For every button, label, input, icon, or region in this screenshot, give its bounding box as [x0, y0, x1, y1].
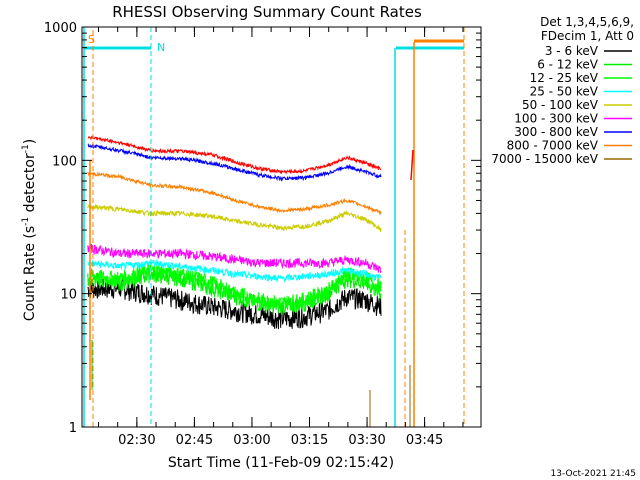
legend-entry-label: 25 - 50 keV	[530, 85, 599, 99]
legend-entry-label: 7000 - 15000 keV	[491, 152, 598, 166]
x-tick-label: 03:45	[406, 433, 443, 448]
legend-entry-label: 12 - 25 keV	[530, 71, 599, 85]
legend-entry-label: 800 - 7000 keV	[507, 139, 599, 153]
legend-header-line1: Det 1,3,4,5,6,9,	[540, 15, 634, 29]
axes: 1 10 100 1000 02:30 02:45 03:00 03:15 03:30 03:45	[44, 21, 481, 448]
legend-entry-label: 50 - 100 keV	[522, 98, 599, 112]
series-trace-series-6	[87, 143, 382, 182]
x-axis-label: Start Time (11-Feb-09 02:15:42)	[168, 455, 394, 471]
series-trace-series-5	[87, 243, 382, 273]
red-rise	[410, 149, 414, 181]
footer-timestamp: 13-Oct-2021 21:45	[551, 469, 636, 479]
attenuator-label: S	[88, 33, 95, 46]
y-axis-label-sup2: -1	[21, 144, 31, 153]
series-trace-series-top-red	[87, 135, 382, 175]
y-tick-label: 1000	[44, 21, 77, 36]
x-tick-label: 03:00	[233, 433, 270, 448]
y-axis-label-part1: Count Rate (s	[22, 226, 38, 321]
legend-header-line2: FDecim 1, Att 0	[541, 29, 634, 43]
plot-frame	[81, 26, 482, 428]
legend-entry-label: 3 - 6 keV	[545, 44, 599, 58]
series-trace-series-3	[87, 259, 382, 284]
y-axis-label-sup1: -1	[21, 217, 31, 226]
y-tick-label: 100	[52, 154, 77, 169]
y-axis-label-part3: )	[22, 139, 38, 144]
x-tick-label: 02:45	[176, 433, 213, 448]
annotations: SN	[83, 27, 465, 427]
legend-entry-label: 6 - 12 keV	[537, 58, 599, 72]
legend-entry-label: 300 - 800 keV	[514, 125, 598, 139]
y-tick-label: 10	[60, 288, 77, 303]
legend-entry-label: 100 - 300 keV	[514, 112, 598, 126]
series-trace-series-0	[87, 277, 382, 330]
series-trace-series-7	[87, 170, 382, 215]
y-axis-label-part2: detector	[22, 153, 38, 217]
legend: Det 1,3,4,5,6,9, FDecim 1, Att 0 3 - 6 k…	[491, 15, 634, 166]
night-label: N	[157, 41, 165, 54]
series-trace-series-4	[87, 204, 382, 232]
series-trace-series-2	[87, 263, 382, 312]
y-axis-label: Count Rate (s-1 detector-1)	[21, 139, 38, 321]
y-tick-label: 1	[69, 421, 77, 436]
x-tick-label: 03:30	[348, 433, 385, 448]
chart-title: RHESSI Observing Summary Count Rates	[112, 3, 422, 21]
x-tick-label: 03:15	[291, 433, 328, 448]
series-traces	[87, 135, 382, 330]
x-tick-label: 02:30	[118, 433, 155, 448]
